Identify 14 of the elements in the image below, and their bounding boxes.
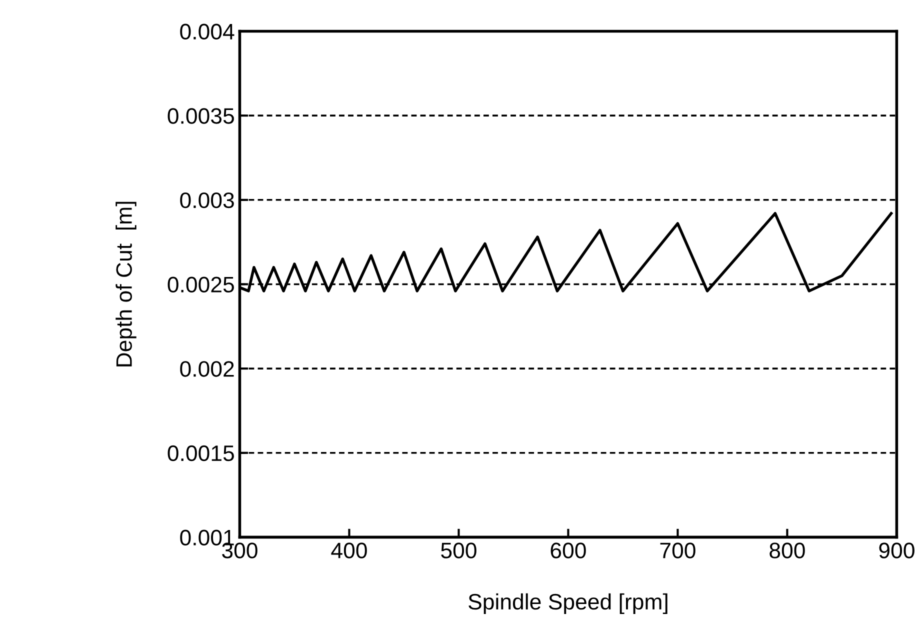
x-tick-label: 900 xyxy=(879,542,914,558)
y-tick-label: 0.002 xyxy=(180,361,234,377)
x-tick-label: 700 xyxy=(660,542,696,558)
x-tick-label: 500 xyxy=(441,542,476,558)
y-tick-label: 0.003 xyxy=(180,192,234,208)
y-tick-label: 0.0025 xyxy=(168,276,234,292)
x-tick-label: 400 xyxy=(331,542,367,558)
x-axis-title: Spindle Speed [rpm] xyxy=(468,593,668,614)
y-tick-label: 0.004 xyxy=(180,24,234,40)
x-tick-label: 800 xyxy=(770,542,805,558)
y-tick-label: 0.0035 xyxy=(168,108,234,124)
y-axis-title: Depth of Cut [m] xyxy=(116,202,136,366)
y-tick-label: 0.0015 xyxy=(168,445,234,462)
x-tick-label: 600 xyxy=(550,542,586,558)
